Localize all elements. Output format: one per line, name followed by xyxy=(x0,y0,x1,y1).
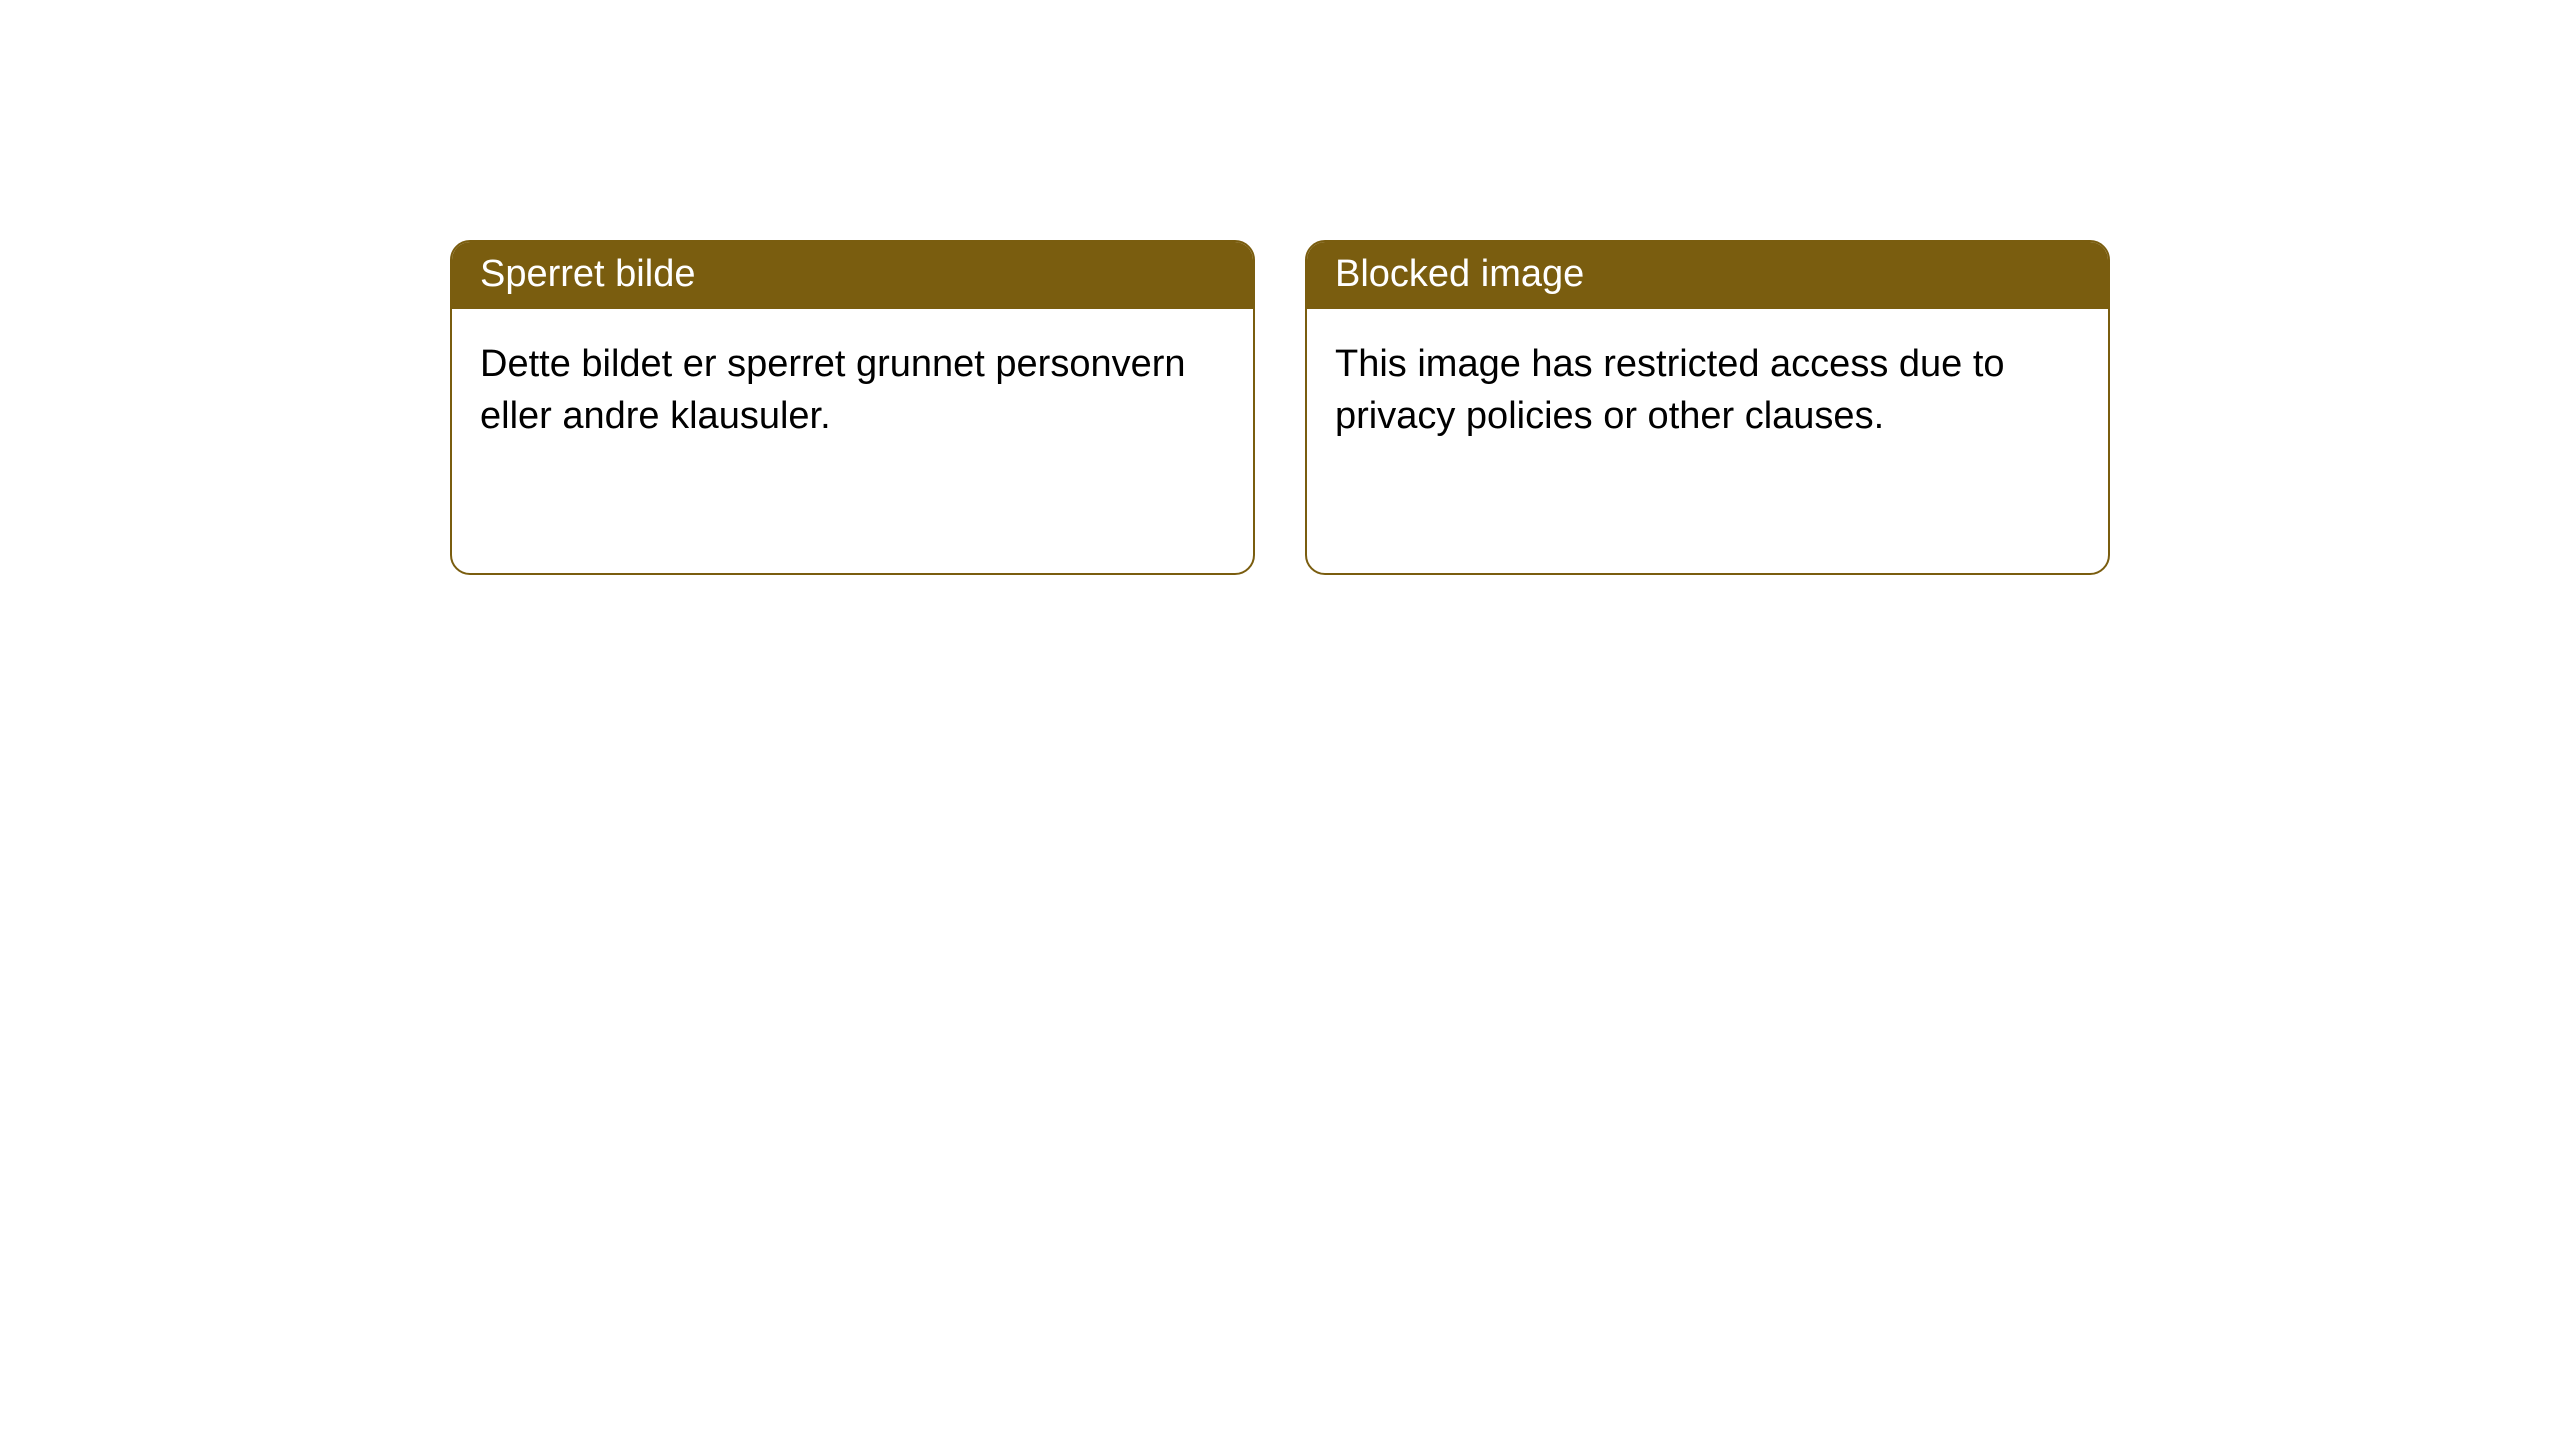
blocked-image-card-english: Blocked image This image has restricted … xyxy=(1305,240,2110,575)
card-title-english: Blocked image xyxy=(1307,242,2108,309)
card-title-norwegian: Sperret bilde xyxy=(452,242,1253,309)
blocked-image-card-norwegian: Sperret bilde Dette bildet er sperret gr… xyxy=(450,240,1255,575)
card-body-norwegian: Dette bildet er sperret grunnet personve… xyxy=(452,309,1253,462)
notice-cards-container: Sperret bilde Dette bildet er sperret gr… xyxy=(0,0,2560,575)
card-body-english: This image has restricted access due to … xyxy=(1307,309,2108,462)
